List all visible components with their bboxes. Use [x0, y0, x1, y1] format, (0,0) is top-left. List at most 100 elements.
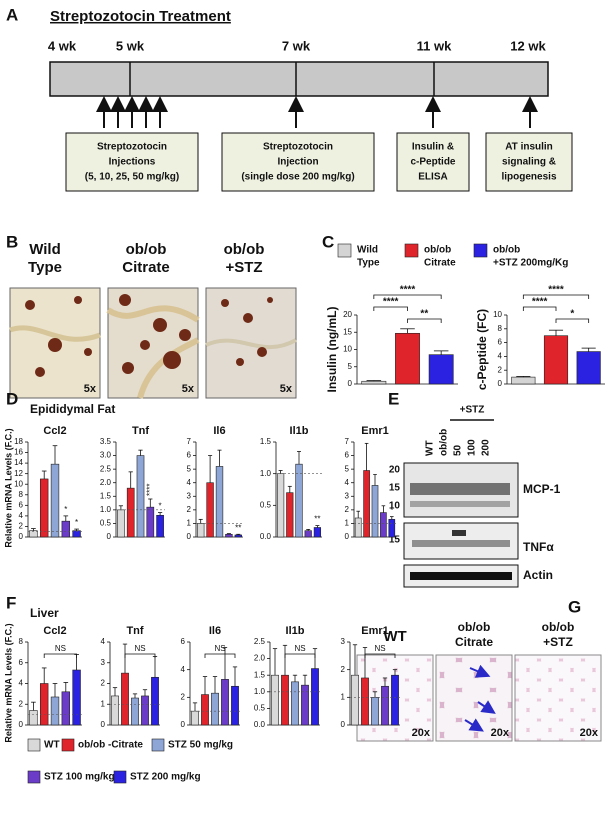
- y-tick-label: 0: [181, 720, 186, 729]
- y-tick-label: 14: [14, 458, 23, 467]
- legend-label: WT: [44, 740, 60, 751]
- bar: [361, 380, 387, 385]
- bar: [388, 519, 396, 538]
- significance: ****: [145, 484, 154, 496]
- significance: *: [75, 518, 78, 527]
- y-tick-label: 2: [345, 505, 350, 514]
- bar: [136, 455, 145, 538]
- islet: [163, 351, 181, 369]
- bar: [281, 674, 289, 726]
- band-label: Actin: [523, 568, 553, 582]
- bar: [354, 517, 362, 538]
- note-box: [396, 132, 470, 192]
- bar: [511, 376, 536, 385]
- note-text: signaling &: [502, 157, 556, 168]
- bar: [151, 676, 159, 726]
- y-tick-label: 2.0: [254, 654, 266, 663]
- significance-bracket: [124, 653, 156, 658]
- magnification: 5x: [182, 383, 195, 395]
- magnification: 5x: [280, 383, 293, 395]
- bar: [61, 520, 70, 538]
- bar: [311, 668, 319, 726]
- legend-label: STZ 50 mg/kg: [168, 740, 233, 751]
- bracket-label: *: [570, 309, 574, 320]
- bracket-label: NS: [374, 644, 385, 653]
- panel-label: C: [322, 232, 334, 251]
- bar: [371, 485, 379, 538]
- y-tick-label: 2: [187, 505, 192, 514]
- bar: [363, 470, 370, 538]
- y-tick-label: 6: [498, 338, 503, 347]
- islet: [221, 299, 229, 307]
- significance-bracket: [407, 318, 442, 323]
- note-text: Injection: [277, 157, 318, 168]
- chart-title: Il6: [213, 425, 225, 437]
- legend-swatch: [61, 738, 75, 752]
- y-tick-label: 0.0: [254, 720, 266, 729]
- panel-subtitle: Epididymal Fat: [30, 402, 115, 416]
- y-tick-label: 6: [187, 451, 192, 460]
- bar: [29, 710, 38, 726]
- panel-label: B: [6, 232, 18, 251]
- bar: [191, 710, 199, 726]
- note-box: [65, 132, 199, 192]
- y-tick-label: 1.5: [254, 670, 266, 679]
- y-tick-label: 0.5: [100, 519, 112, 528]
- islet: [48, 338, 62, 352]
- y-tick-label: 6: [345, 451, 350, 460]
- chart-title: Tnf: [126, 625, 143, 637]
- lane-label: 200: [481, 439, 492, 456]
- group-label: Citrate: [122, 259, 170, 276]
- y-tick-label: 0: [187, 532, 192, 541]
- band-label: TNFα: [523, 540, 554, 554]
- arrow: [469, 664, 491, 678]
- timeline-bar: [49, 61, 549, 97]
- bar: [391, 674, 399, 726]
- note-text: lipogenesis: [501, 172, 556, 183]
- y-tick-label: 2: [498, 365, 503, 374]
- vessel: [9, 325, 101, 342]
- note-text: c-Peptide: [410, 157, 455, 168]
- y-tick-label: 5: [345, 464, 350, 473]
- bar: [126, 487, 135, 538]
- note-text: Streptozotocin: [97, 142, 167, 153]
- bar: [40, 478, 49, 538]
- y-tick-label: 4: [187, 478, 192, 487]
- legend-swatch: [151, 738, 165, 752]
- significance: *: [390, 506, 393, 515]
- y-tick-label: 15: [343, 327, 352, 336]
- bar: [117, 509, 125, 538]
- bracket-label: ****: [400, 285, 416, 296]
- group-label: ob/ob: [126, 241, 167, 258]
- bar: [313, 527, 322, 538]
- note-text: (single dose 200 mg/kg): [241, 172, 354, 183]
- bar: [276, 473, 285, 538]
- legend-swatch: [404, 243, 419, 258]
- chart-title: Tnf: [132, 425, 149, 437]
- y-tick-label: 3: [187, 491, 192, 500]
- y-tick-label: 1.0: [260, 469, 272, 478]
- y-tick-label: 1: [345, 519, 350, 528]
- y-tick-label: 2: [181, 692, 186, 701]
- islet: [179, 329, 191, 341]
- y-tick-label: 2: [19, 699, 24, 708]
- week-label: 12 wk: [510, 38, 546, 53]
- panel-label: A: [6, 5, 18, 24]
- bar: [72, 669, 81, 726]
- y-tick-label: 0: [19, 720, 24, 729]
- magnification: 20x: [580, 727, 599, 739]
- y-tick-label: 7: [345, 437, 350, 446]
- group-label: WT: [383, 628, 406, 645]
- group-label: Wild: [29, 241, 61, 258]
- y-tick-label: 8: [19, 637, 24, 646]
- week-label: 11 wk: [417, 38, 452, 53]
- y-axis-label: Relative mRNA Levels (F.C.): [3, 623, 13, 742]
- bar: [295, 463, 303, 538]
- y-tick-label: 4: [19, 511, 24, 520]
- legend-label: Type: [357, 258, 380, 269]
- islet: [243, 313, 253, 323]
- band: [452, 530, 466, 536]
- significance-bracket: [284, 653, 316, 658]
- y-tick-label: 1.0: [100, 505, 112, 514]
